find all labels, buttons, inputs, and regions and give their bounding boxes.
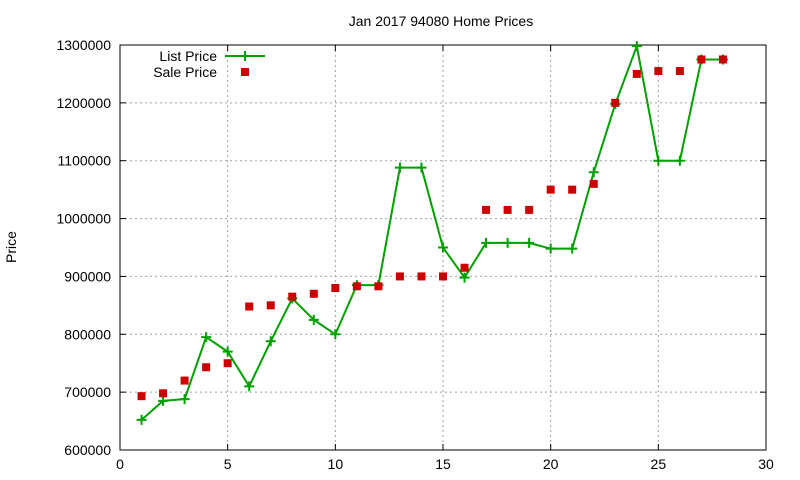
data-point bbox=[482, 205, 491, 214]
y-axis-label: Price bbox=[3, 231, 19, 263]
data-point bbox=[611, 98, 620, 107]
y-tick-label: 1200000 bbox=[56, 95, 111, 111]
data-point bbox=[502, 237, 513, 248]
data-point bbox=[567, 243, 578, 254]
data-point bbox=[568, 185, 577, 194]
data-point bbox=[245, 302, 254, 311]
x-tick-label: 0 bbox=[116, 456, 124, 472]
data-point bbox=[136, 414, 147, 425]
data-point bbox=[718, 55, 727, 64]
x-tick-label: 25 bbox=[651, 456, 667, 472]
data-point bbox=[201, 332, 212, 343]
data-point bbox=[654, 67, 663, 76]
y-tick-label: 600000 bbox=[64, 442, 111, 458]
data-point bbox=[674, 155, 685, 166]
data-point bbox=[374, 282, 383, 291]
data-point bbox=[545, 243, 556, 254]
data-point bbox=[288, 292, 297, 301]
legend-label: List Price bbox=[159, 48, 217, 64]
data-point bbox=[653, 155, 664, 166]
y-tick-label: 800000 bbox=[64, 326, 111, 342]
data-point bbox=[330, 329, 341, 340]
data-point bbox=[416, 162, 427, 173]
legend-marker bbox=[240, 51, 250, 61]
x-tick-label: 20 bbox=[543, 456, 559, 472]
data-point bbox=[631, 41, 642, 52]
data-point bbox=[266, 301, 275, 310]
data-point bbox=[459, 272, 470, 283]
y-tick-label: 1100000 bbox=[58, 153, 112, 169]
data-point bbox=[525, 205, 534, 214]
data-point bbox=[308, 314, 319, 325]
y-tick-label: 1300000 bbox=[56, 37, 111, 53]
data-point bbox=[503, 205, 512, 214]
legend-marker bbox=[241, 68, 249, 76]
data-point bbox=[180, 376, 189, 385]
data-point bbox=[223, 359, 232, 368]
data-point bbox=[265, 336, 276, 347]
data-point bbox=[697, 55, 706, 64]
data-point bbox=[417, 272, 426, 281]
data-point bbox=[244, 381, 255, 392]
data-point bbox=[179, 394, 190, 405]
data-point bbox=[202, 363, 211, 372]
data-point bbox=[524, 237, 535, 248]
series-1 bbox=[137, 55, 727, 401]
data-point bbox=[309, 289, 318, 298]
x-tick-label: 30 bbox=[758, 456, 774, 472]
chart-title: Jan 2017 94080 Home Prices bbox=[349, 13, 533, 29]
series-group bbox=[136, 41, 728, 425]
data-point bbox=[439, 272, 447, 281]
data-point bbox=[395, 272, 404, 281]
data-point bbox=[222, 346, 233, 357]
data-point bbox=[460, 263, 469, 272]
x-tick-label: 10 bbox=[328, 456, 344, 472]
data-point bbox=[632, 69, 641, 78]
data-point bbox=[675, 67, 684, 76]
data-point bbox=[481, 237, 492, 248]
data-point bbox=[158, 395, 169, 406]
y-tick-label: 900000 bbox=[64, 268, 111, 284]
data-point bbox=[331, 284, 340, 292]
data-point bbox=[394, 162, 405, 173]
data-point bbox=[438, 242, 448, 253]
data-point bbox=[589, 179, 598, 188]
data-point bbox=[588, 167, 599, 178]
axis-ticks: 0 5 10 15 20 25 30 600000 700000 800000 900000 1000… bbox=[56, 37, 774, 472]
series-0 bbox=[136, 41, 728, 425]
y-tick-label: 1000000 bbox=[56, 211, 111, 227]
data-point bbox=[137, 392, 146, 401]
data-point bbox=[546, 185, 555, 194]
y-tick-label: 700000 bbox=[64, 384, 111, 400]
data-point bbox=[159, 389, 168, 398]
x-tick-label: 15 bbox=[435, 456, 451, 472]
x-tick-label: 5 bbox=[224, 456, 232, 472]
series-line bbox=[140, 42, 723, 421]
legend-label: Sale Price bbox=[153, 64, 217, 80]
data-point bbox=[352, 282, 361, 291]
